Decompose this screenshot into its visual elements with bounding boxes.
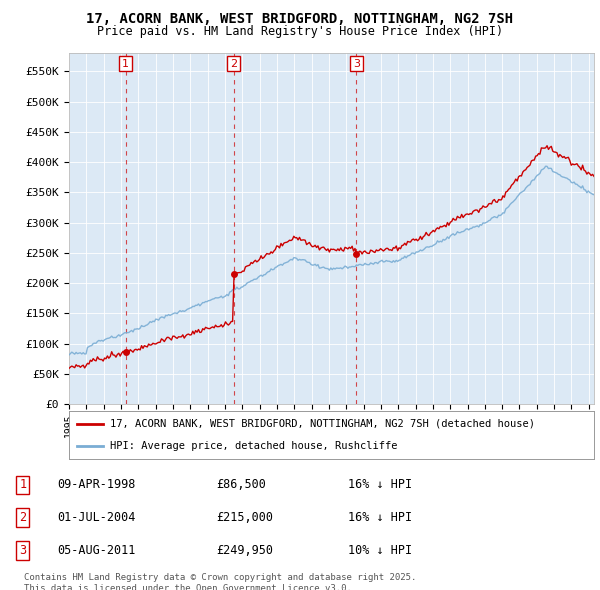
Text: Price paid vs. HM Land Registry's House Price Index (HPI): Price paid vs. HM Land Registry's House … bbox=[97, 25, 503, 38]
Text: 05-AUG-2011: 05-AUG-2011 bbox=[57, 544, 136, 557]
Text: £215,000: £215,000 bbox=[216, 511, 273, 525]
Text: HPI: Average price, detached house, Rushcliffe: HPI: Average price, detached house, Rush… bbox=[110, 441, 397, 451]
Text: 16% ↓ HPI: 16% ↓ HPI bbox=[348, 511, 412, 525]
Text: 17, ACORN BANK, WEST BRIDGFORD, NOTTINGHAM, NG2 7SH: 17, ACORN BANK, WEST BRIDGFORD, NOTTINGH… bbox=[86, 12, 514, 26]
Text: 2: 2 bbox=[19, 511, 26, 525]
Text: £249,950: £249,950 bbox=[216, 544, 273, 557]
Text: 16% ↓ HPI: 16% ↓ HPI bbox=[348, 478, 412, 491]
Text: £86,500: £86,500 bbox=[216, 478, 266, 491]
Text: Contains HM Land Registry data © Crown copyright and database right 2025.
This d: Contains HM Land Registry data © Crown c… bbox=[24, 573, 416, 590]
Text: 1: 1 bbox=[122, 58, 129, 68]
Text: 17, ACORN BANK, WEST BRIDGFORD, NOTTINGHAM, NG2 7SH (detached house): 17, ACORN BANK, WEST BRIDGFORD, NOTTINGH… bbox=[110, 419, 535, 429]
Text: 3: 3 bbox=[19, 544, 26, 557]
Text: 2: 2 bbox=[230, 58, 237, 68]
Text: 1: 1 bbox=[19, 478, 26, 491]
Text: 10% ↓ HPI: 10% ↓ HPI bbox=[348, 544, 412, 557]
Text: 09-APR-1998: 09-APR-1998 bbox=[57, 478, 136, 491]
Text: 3: 3 bbox=[353, 58, 360, 68]
Text: 01-JUL-2004: 01-JUL-2004 bbox=[57, 511, 136, 525]
